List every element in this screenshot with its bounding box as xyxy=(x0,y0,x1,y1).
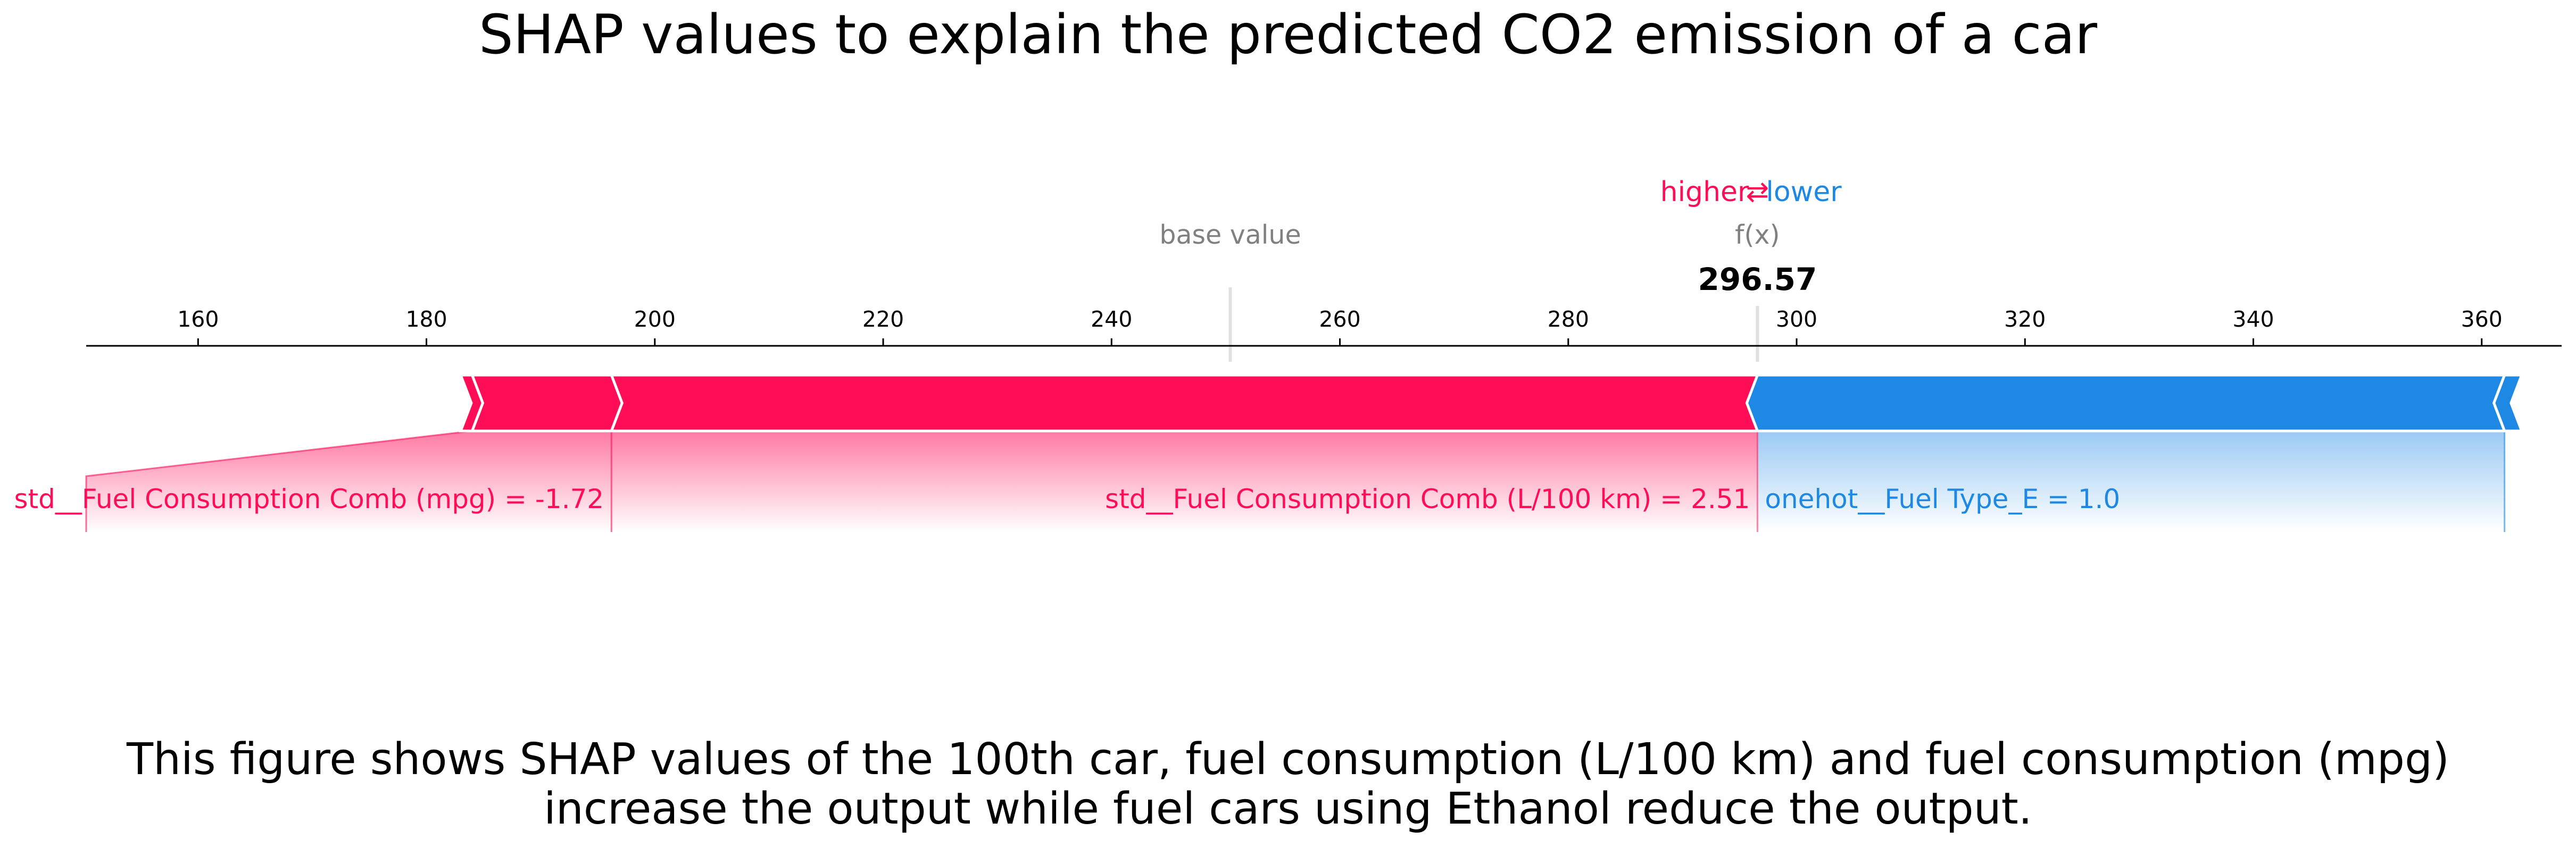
positive-shading-mpg xyxy=(86,431,612,532)
fx-value: 296.57 xyxy=(1698,261,1817,297)
x-tick-label: 220 xyxy=(862,306,904,332)
legend-higher-label: higher xyxy=(1660,176,1749,208)
x-tick-label: 360 xyxy=(2461,306,2503,332)
caption-line-1: This figure shows SHAP values of the 100… xyxy=(126,734,2449,785)
x-tick-label: 200 xyxy=(634,306,676,332)
force-bar-positive xyxy=(470,373,624,433)
x-tick-label: 260 xyxy=(1319,306,1360,332)
effect-shading xyxy=(85,430,2506,532)
x-tick-label: 180 xyxy=(405,306,447,332)
negative-shading xyxy=(1757,431,2505,532)
x-tick-label: 280 xyxy=(1548,306,1589,332)
force-bar-positive xyxy=(459,373,485,433)
positive-shading-main xyxy=(611,431,1758,532)
fx-label: f(x) xyxy=(1735,220,1780,250)
caption-line-2: increase the output while fuel cars usin… xyxy=(544,784,2032,834)
feature-labels: std__Fuel Consumption Comb (L/100 km) = … xyxy=(14,484,2120,514)
force-bar-positive xyxy=(609,373,1770,433)
mpg-connector xyxy=(85,430,472,532)
x-axis: 160 180 200 220 240 260 280 300 320 340 360 xyxy=(86,306,2562,347)
feature-label-fuel-type-e: onehot__Fuel Type_E = 1.0 xyxy=(1765,484,2120,514)
value-markers: base value f(x) 296.57 xyxy=(1159,220,1817,362)
feature-label-fuel-consumption-l100km: std__Fuel Consumption Comb (L/100 km) = … xyxy=(1105,484,1750,514)
chart-title: SHAP values to explain the predicted CO2… xyxy=(479,3,2097,67)
x-tick-label: 160 xyxy=(177,306,219,332)
force-bars xyxy=(459,373,2524,433)
force-bar-negative xyxy=(1745,373,2507,433)
x-tick-label: 340 xyxy=(2232,306,2274,332)
legend-lower-label: lower xyxy=(1766,176,1842,208)
x-tick-label: 300 xyxy=(1776,306,1817,332)
x-tick-label: 320 xyxy=(2004,306,2046,332)
higher-lower-legend: higher ⇄ lower xyxy=(1660,176,1842,208)
x-tick-label: 240 xyxy=(1091,306,1132,332)
force-bar-negative xyxy=(2492,373,2524,433)
swap-arrows-icon: ⇄ xyxy=(1746,176,1769,208)
base-value-label: base value xyxy=(1159,220,1301,250)
feature-label-fuel-consumption-mpg: std__Fuel Consumption Comb (mpg) = -1.72 xyxy=(14,484,604,514)
